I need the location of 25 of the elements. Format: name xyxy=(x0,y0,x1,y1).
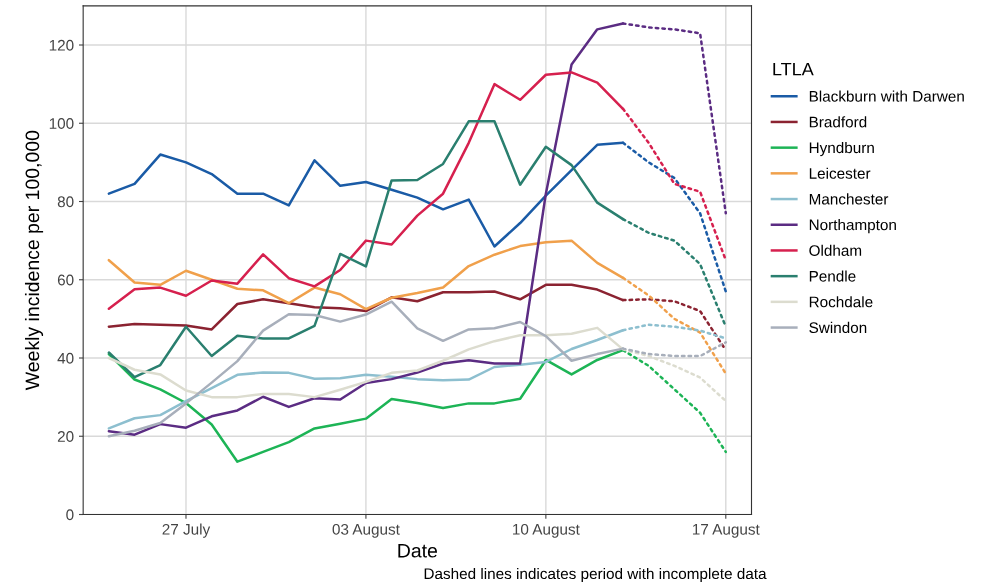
legend-label: Northampton xyxy=(809,219,896,234)
y-tick-label: 20 xyxy=(57,431,74,442)
legend-label: Bradford xyxy=(809,116,867,128)
legend-title: LTLA xyxy=(773,62,814,76)
legend-label: Blackburn with Darwen xyxy=(809,90,964,102)
legend-label: Leicester xyxy=(809,167,871,179)
y-tick-label: 0 xyxy=(66,509,74,521)
text: Dashed lines indicates period with incomplete data xyxy=(424,567,767,583)
legend-label: Pendle xyxy=(809,270,856,282)
legend-label: Rochdale xyxy=(809,296,873,308)
legend-label: Swindon xyxy=(809,321,867,334)
y-tick-label: 60 xyxy=(57,274,74,286)
y-axis-title: Weekly incidence per 100,000 xyxy=(24,130,44,391)
y-tick-label: 100 xyxy=(49,118,74,129)
x-tick-label: 17 August xyxy=(692,524,760,538)
y-tick-label: 40 xyxy=(57,352,74,364)
legend-label: Manchester xyxy=(809,193,889,205)
x-tick-label: 03 August xyxy=(332,523,400,538)
x-tick-label: 10 August xyxy=(513,523,580,538)
y-tick-label: 80 xyxy=(57,196,74,208)
y-tick-label: 120 xyxy=(49,39,74,51)
legend-label: Oldham xyxy=(809,244,862,256)
legend-label: Hyndburn xyxy=(809,141,874,157)
x-tick-label: 27 July xyxy=(162,523,211,538)
x-axis-title: Date xyxy=(398,544,438,558)
